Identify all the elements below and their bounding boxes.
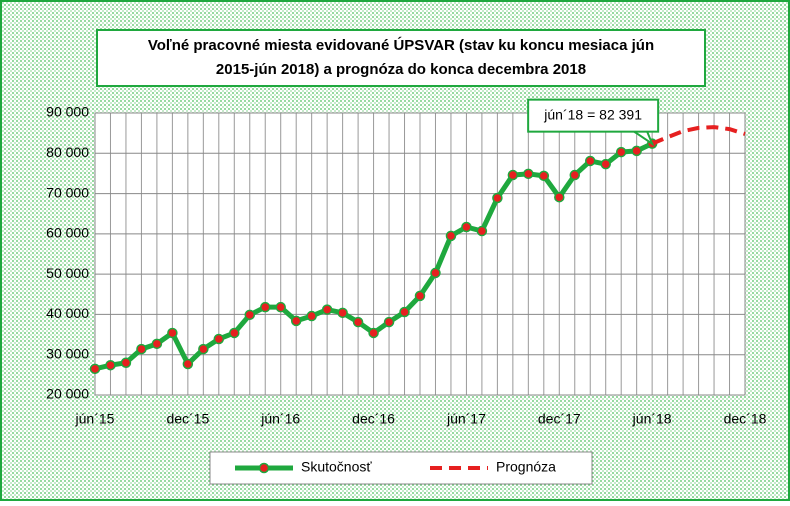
point <box>538 170 550 182</box>
point <box>523 168 534 180</box>
legend-label: Skutočnosť <box>301 459 372 475</box>
point <box>306 310 317 322</box>
legend-marker <box>258 462 270 474</box>
point <box>275 301 286 313</box>
x-tick-label: dec´15 <box>166 411 209 427</box>
point <box>461 221 472 233</box>
point <box>492 192 503 204</box>
y-tick-label: 50 000 <box>46 265 89 281</box>
callout-pointer <box>633 130 655 147</box>
point <box>569 169 581 181</box>
y-tick-label: 20 000 <box>46 386 89 402</box>
x-tick-label: jún´18 <box>632 411 672 427</box>
chart-title: 2015-jún 2018) a prognóza do konca decem… <box>216 61 586 78</box>
point <box>321 304 333 315</box>
y-tick-label: 90 000 <box>46 104 89 120</box>
title-box <box>96 29 706 87</box>
x-tick-label: dec´17 <box>538 411 581 427</box>
point <box>182 358 194 370</box>
annotation: jún´18 = 82 391 <box>543 106 642 122</box>
point <box>399 306 410 318</box>
x-tick-label: dec´16 <box>352 411 395 427</box>
point <box>352 316 364 328</box>
y-tick-label: 40 000 <box>46 305 89 321</box>
point <box>290 315 302 327</box>
point <box>259 301 271 313</box>
point <box>368 327 379 339</box>
point <box>105 359 116 371</box>
point <box>414 290 426 302</box>
point <box>213 333 225 345</box>
x-tick-label: jún´17 <box>446 411 486 427</box>
x-tick-label: jún´15 <box>75 411 115 427</box>
point <box>445 230 457 242</box>
x-tick-label: jún´16 <box>260 411 300 427</box>
point <box>600 158 611 170</box>
y-tick-label: 60 000 <box>46 225 89 241</box>
point <box>120 357 132 369</box>
y-tick-label: 80 000 <box>46 144 89 160</box>
legend-label: Prognóza <box>496 459 556 475</box>
point <box>631 145 642 157</box>
point <box>89 363 101 375</box>
point <box>476 225 488 237</box>
point <box>229 327 240 339</box>
point <box>337 307 348 319</box>
point <box>507 169 519 181</box>
point <box>383 316 395 328</box>
callout-box <box>527 98 660 133</box>
point <box>430 267 441 279</box>
y-tick-label: 30 000 <box>46 345 89 361</box>
x-tick-label: dec´18 <box>724 411 767 427</box>
point <box>198 343 209 355</box>
point <box>615 146 627 158</box>
series-line <box>651 125 746 146</box>
point <box>584 155 596 167</box>
point <box>136 343 147 355</box>
chart-title: Voľné pracovné miesta evidované ÚPSVAR (… <box>148 36 654 54</box>
point <box>244 309 256 321</box>
y-tick-label: 70 000 <box>46 184 89 200</box>
point <box>167 327 178 339</box>
point <box>554 191 565 203</box>
point <box>151 338 163 350</box>
